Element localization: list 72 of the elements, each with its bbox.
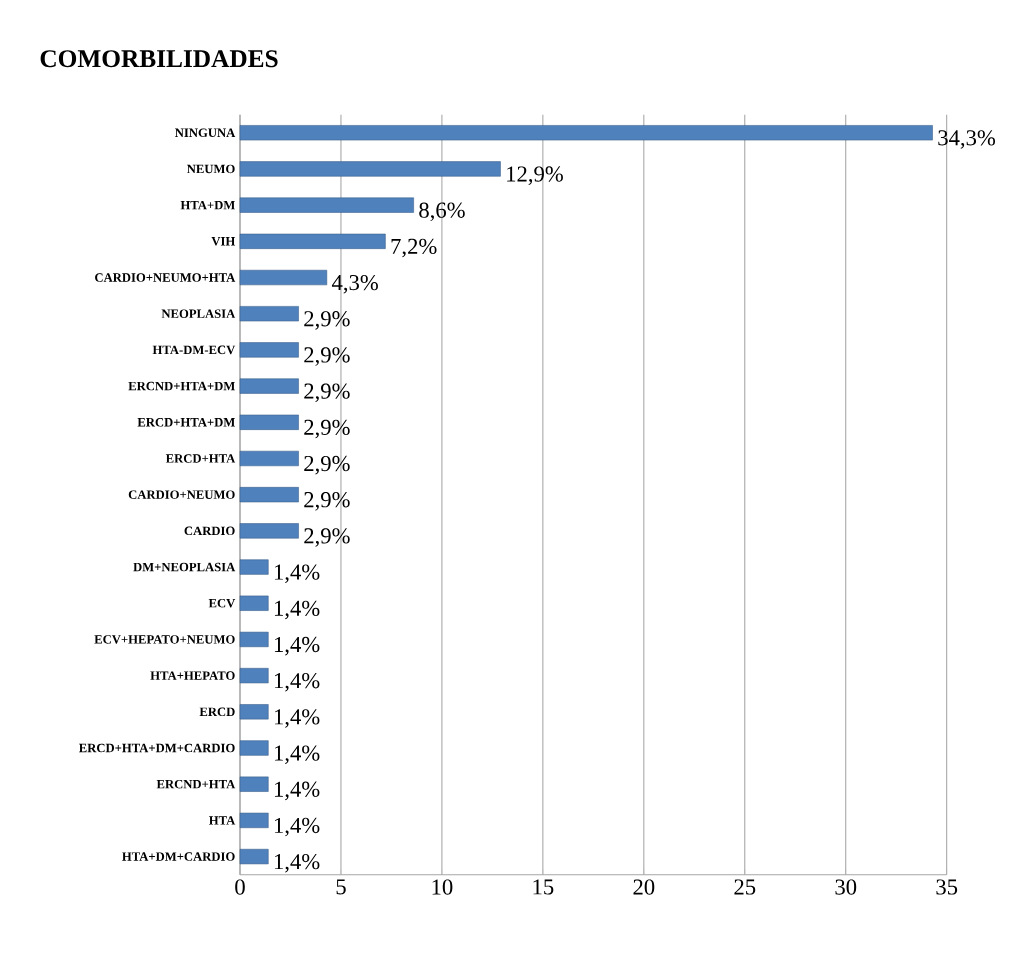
bar <box>239 595 269 611</box>
bar <box>239 668 269 684</box>
bar <box>239 306 299 322</box>
data-label: 2,9% <box>304 492 350 511</box>
data-label: 2,9% <box>304 311 350 330</box>
y-tick-label: NEUMO <box>186 164 235 174</box>
y-tick-label: CARDIO <box>184 526 235 536</box>
data-label: 1,4% <box>274 853 320 873</box>
data-label: 1,4% <box>274 817 320 837</box>
data-label: 12,9% <box>507 166 563 185</box>
bar <box>239 523 299 539</box>
y-tick-label: HTA+HEPATO <box>150 671 235 680</box>
data-label: 2,9% <box>304 528 350 547</box>
x-tick-label: 20 <box>633 879 655 895</box>
bar <box>239 812 269 828</box>
y-tick-label: NEOPLASIA <box>161 309 236 318</box>
data-label: 1,4% <box>274 636 320 656</box>
data-label: 1,4% <box>274 745 320 764</box>
y-tick-label: CARDIO+NEUMO <box>128 490 235 499</box>
bar <box>239 704 269 720</box>
bar <box>239 269 328 286</box>
y-tick-label: ERCND+HTA+DM <box>128 381 235 391</box>
bar <box>239 161 501 177</box>
data-label: 2,9% <box>304 455 350 475</box>
x-tick-label: 10 <box>432 879 453 895</box>
bar <box>239 450 299 467</box>
y-tick-label: HTA <box>208 816 236 825</box>
data-label: 2,9% <box>304 419 350 439</box>
data-label: 2,9% <box>304 383 350 403</box>
bar <box>239 631 269 648</box>
y-tick-label: ERCND+HTA <box>156 779 236 789</box>
data-label: 1,4% <box>274 673 320 692</box>
data-label: 1,4% <box>274 564 320 584</box>
data-label: 7,2% <box>391 238 437 258</box>
y-tick-label: NINGUNA <box>175 128 236 138</box>
y-tick-label: ERCD+HTA+DM+CARDIO <box>78 743 235 753</box>
bar <box>239 197 414 213</box>
y-tick-label: ERCD+HTA <box>165 454 236 463</box>
y-tick-label: ERCD+HTA+DM <box>137 418 235 427</box>
y-tick-label: HTA-DM-ECV <box>152 345 236 355</box>
y-tick-label: ECV+HEPATO+NEUMO <box>94 635 235 644</box>
bar <box>239 342 299 358</box>
bar <box>239 740 269 756</box>
y-tick-label: DM+NEOPLASIA <box>133 562 236 572</box>
y-tick-label: ERCD <box>199 707 235 717</box>
bar <box>239 776 269 792</box>
x-tick-label: 30 <box>835 879 857 895</box>
y-tick-label: HTA+DM <box>180 200 235 210</box>
data-label: 1,4% <box>274 781 320 801</box>
x-tick-label: 25 <box>734 879 756 895</box>
chart-title: COMORBILIDADES <box>40 50 278 68</box>
y-tick-label: CARDIO+NEUMO+HTA <box>95 273 236 282</box>
data-label: 4,3% <box>331 274 378 294</box>
y-tick-label: HTA+DM+CARDIO <box>122 852 235 861</box>
data-label: 1,4% <box>274 600 320 620</box>
bar <box>239 559 269 575</box>
x-tick-label: 5 <box>336 879 346 895</box>
x-tick-label: 0 <box>235 879 245 895</box>
bar <box>239 125 933 141</box>
bar <box>239 378 299 394</box>
bar <box>239 487 299 503</box>
data-label: 1,4% <box>274 709 320 728</box>
bar <box>239 848 269 865</box>
data-label: 2,9% <box>304 347 350 366</box>
bar <box>239 233 386 249</box>
x-tick-label: 15 <box>533 879 554 895</box>
y-tick-label: ECV <box>208 598 236 608</box>
y-tick-label: VIH <box>211 237 236 246</box>
x-tick-label: 35 <box>936 879 958 895</box>
data-label: 8,6% <box>419 202 465 222</box>
bar <box>239 414 299 430</box>
data-label: 34,3% <box>938 130 996 149</box>
